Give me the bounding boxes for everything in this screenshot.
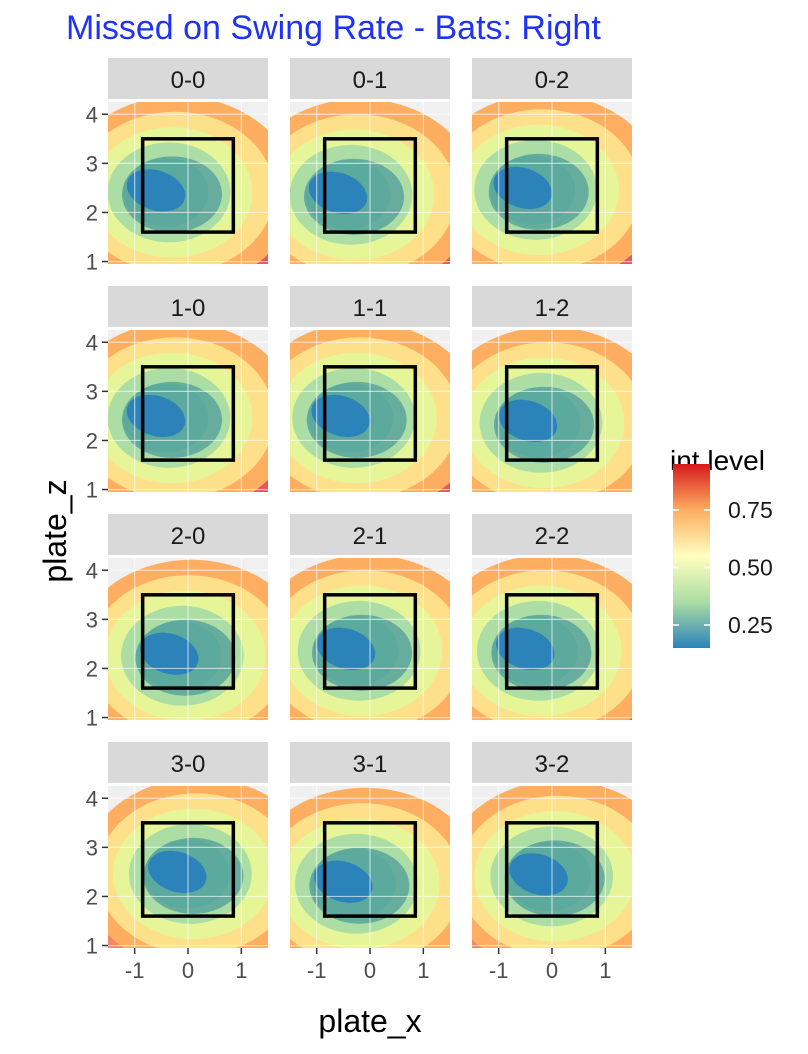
strike-zone (322, 137, 418, 234)
x-tick-label: 1 (417, 958, 429, 983)
facet-panel-1-2: 1-2 (472, 286, 632, 492)
facet-label: 1-1 (353, 295, 388, 322)
strike-zone (140, 821, 236, 918)
x-axis-title: plate_x (318, 1003, 421, 1039)
facet-label: 0-1 (353, 67, 388, 94)
facet-strip (472, 286, 632, 327)
facet-strip (472, 514, 632, 555)
legend-tick-label: 0.25 (728, 612, 773, 638)
facet-panel-3-0: 3-0 (108, 742, 268, 948)
hot-spot-region (498, 399, 558, 442)
y-tick-label: 3 (86, 607, 98, 632)
hot-spot-region (140, 632, 199, 675)
facet-label: 3-0 (171, 751, 206, 778)
strike-zone (322, 593, 418, 690)
facet-panel-2-1: 2-1 (290, 514, 450, 720)
facet-strip (108, 286, 268, 327)
facet-strip (290, 742, 450, 783)
facet-label: 2-0 (171, 523, 206, 550)
hot-spot-region (509, 853, 568, 896)
chart-title: Missed on Swing Rate - Bats: Right (66, 9, 601, 47)
facet-label: 2-1 (353, 523, 388, 550)
legend-tick-label: 0.75 (728, 497, 773, 523)
facet-panel-1-1: 1-1 (290, 286, 450, 492)
x-tick-label: 0 (546, 958, 558, 983)
x-tick-label: 1 (235, 958, 247, 983)
x-tick-label: 1 (599, 958, 611, 983)
strike-zone (322, 365, 418, 462)
strike-zone (504, 821, 600, 918)
y-tick-label: 1 (86, 706, 98, 731)
facet-strip (108, 742, 268, 783)
y-tick-label: 1 (86, 934, 98, 959)
strike-zone (504, 137, 600, 234)
facet-panel-3-1: 3-1 (290, 742, 450, 948)
x-tick-label: 0 (182, 958, 194, 983)
strike-zone (504, 365, 600, 462)
facet-label: 3-2 (535, 751, 570, 778)
strike-zone (504, 593, 600, 690)
hot-spot-region (314, 860, 373, 903)
x-tick-label: -1 (307, 958, 327, 983)
x-tick-label: 0 (364, 958, 376, 983)
facet-label: 3-1 (353, 751, 388, 778)
y-tick-label: 4 (86, 558, 98, 583)
y-tick-label: 4 (86, 330, 98, 355)
hot-spot-region (316, 627, 376, 670)
facet-panel-2-2: 2-2 (472, 514, 632, 720)
y-tick-label: 4 (86, 102, 98, 127)
hot-spot-region (148, 850, 207, 894)
y-axis-title: plate_z (37, 479, 73, 582)
facet-panel-1-0: 1-0 (108, 286, 268, 492)
facet-strip (290, 286, 450, 327)
strike-zone (140, 365, 236, 462)
hot-spot-region (496, 627, 555, 670)
y-tick-label: 3 (86, 835, 98, 860)
y-tick-label: 4 (86, 786, 98, 811)
facet-strip (108, 58, 268, 99)
legend-tick-label: 0.50 (728, 555, 773, 581)
y-tick-label: 2 (86, 200, 98, 225)
legend: int.level 0.250.500.75 (670, 445, 773, 648)
x-tick-label: -1 (489, 958, 509, 983)
facet-label: 1-2 (535, 295, 570, 322)
facet-label: 1-0 (171, 295, 206, 322)
facet-panel-3-2: 3-2 (472, 742, 632, 948)
strike-zone (322, 821, 418, 918)
facets-layer: 0-0 0-1 0-2 1-0 1-1 1-2 2-0 2-1 2-2 3-0 3-1 3-2 (108, 58, 632, 948)
y-tick-label: 2 (86, 884, 98, 909)
strike-zone (140, 137, 236, 234)
facet-strip (472, 58, 632, 99)
facet-strip (108, 514, 268, 555)
facet-label: 0-2 (535, 67, 570, 94)
facet-label: 0-0 (171, 67, 206, 94)
facet-panel-0-2: 0-2 (472, 58, 632, 264)
y-tick-label: 1 (86, 478, 98, 503)
facet-strip (290, 58, 450, 99)
facet-panel-0-0: 0-0 (108, 58, 268, 264)
facet-label: 2-2 (535, 523, 570, 550)
y-tick-label: 1 (86, 250, 98, 275)
facet-strip (290, 514, 450, 555)
legend-colorbar (673, 464, 710, 648)
facet-strip (472, 742, 632, 783)
y-tick-label: 2 (86, 656, 98, 681)
x-tick-label: -1 (125, 958, 145, 983)
y-tick-label: 3 (86, 379, 98, 404)
y-tick-label: 2 (86, 428, 98, 453)
legend-ticks: 0.25 0.50 0.75 (673, 497, 773, 638)
facet-panel-2-0: 2-0 (108, 514, 268, 720)
y-tick-label: 3 (86, 151, 98, 176)
strike-zone (140, 593, 236, 690)
facet-panel-0-1: 0-1 (290, 58, 450, 264)
